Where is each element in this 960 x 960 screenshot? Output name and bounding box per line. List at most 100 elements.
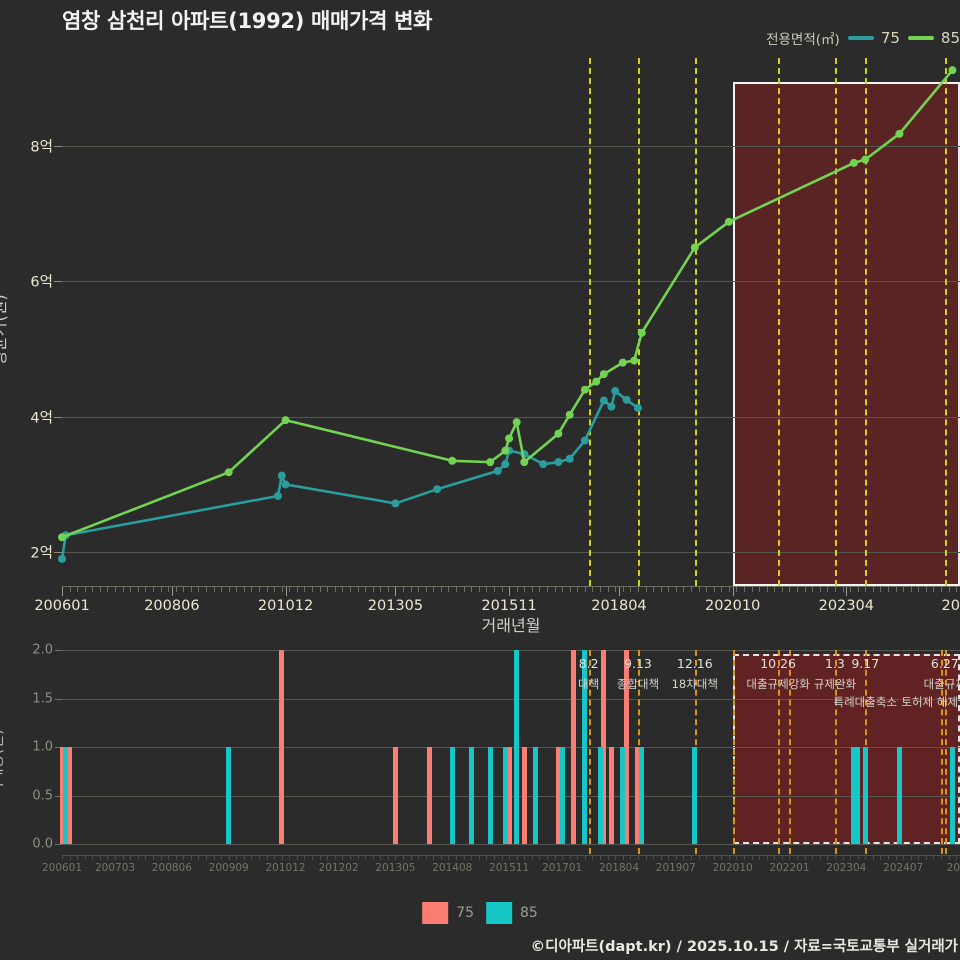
price-point-85[interactable]: [501, 446, 510, 455]
volume-bar-75[interactable]: [571, 650, 577, 844]
price-x-minor-tick: [205, 587, 207, 592]
price-point-85[interactable]: [895, 129, 904, 138]
volume-bar-75[interactable]: [59, 747, 65, 844]
volume-bar-85[interactable]: [862, 747, 868, 844]
volume-x-minor-tick: [365, 856, 367, 860]
price-x-minor-tick: [554, 587, 556, 592]
price-point-75[interactable]: [580, 436, 589, 445]
price-point-75[interactable]: [433, 485, 442, 494]
price-point-75[interactable]: [607, 402, 616, 411]
price-point-85[interactable]: [599, 370, 608, 379]
volume-x-tick-label: 201202: [318, 862, 359, 874]
volume-bar-85[interactable]: [487, 747, 493, 844]
price-point-75[interactable]: [58, 554, 66, 563]
price-point-85[interactable]: [849, 158, 858, 167]
price-point-75[interactable]: [622, 395, 631, 404]
volume-bar-75[interactable]: [521, 747, 527, 844]
price-point-85[interactable]: [724, 217, 733, 226]
price-x-minor-tick: [766, 587, 768, 592]
price-point-75[interactable]: [611, 387, 620, 396]
volume-bar-75[interactable]: [608, 747, 614, 844]
volume-bar-85[interactable]: [851, 747, 857, 844]
volume-bar-85[interactable]: [597, 747, 603, 844]
volume-bar-85[interactable]: [514, 650, 520, 844]
price-x-minor-tick: [539, 587, 541, 592]
price-x-minor-tick: [918, 587, 920, 592]
volume-bar-85[interactable]: [468, 747, 474, 844]
volume-x-minor-tick: [152, 856, 154, 860]
volume-y-tick-label: 1.5: [32, 691, 53, 706]
legend-item-75[interactable]: 75: [847, 29, 900, 47]
price-point-75[interactable]: [554, 458, 563, 467]
price-point-85[interactable]: [618, 358, 627, 367]
volume-x-minor-tick: [592, 856, 594, 860]
volume-x-minor-tick: [357, 856, 359, 860]
price-point-75[interactable]: [501, 460, 510, 469]
price-point-85[interactable]: [554, 429, 563, 438]
volume-bar-85[interactable]: [896, 747, 902, 844]
volume-bar-85[interactable]: [855, 747, 861, 844]
legend-item-85[interactable]: 85: [907, 29, 960, 47]
price-gridline: [62, 146, 960, 147]
price-point-85[interactable]: [861, 155, 870, 164]
price-point-85[interactable]: [580, 385, 589, 394]
price-point-85[interactable]: [592, 377, 601, 386]
price-point-75[interactable]: [277, 471, 286, 480]
price-point-85[interactable]: [690, 243, 699, 252]
volume-bar-75[interactable]: [279, 650, 285, 844]
price-point-85[interactable]: [630, 356, 639, 365]
volume-bar-85[interactable]: [582, 650, 588, 844]
price-point-75[interactable]: [633, 403, 642, 412]
price-point-75[interactable]: [391, 499, 400, 508]
price-point-85[interactable]: [281, 416, 290, 425]
volume-bar-85[interactable]: [533, 747, 539, 844]
price-point-85[interactable]: [948, 66, 957, 75]
volume-bar-85[interactable]: [949, 747, 955, 844]
price-point-75[interactable]: [599, 396, 608, 405]
volume-bar-75[interactable]: [555, 747, 561, 844]
price-point-75[interactable]: [565, 454, 574, 463]
volume-bar-85[interactable]: [559, 747, 565, 844]
volume-bar-85[interactable]: [639, 747, 645, 844]
volume-bar-75[interactable]: [506, 747, 512, 844]
price-point-75[interactable]: [539, 460, 548, 469]
price-x-minor-tick: [562, 587, 564, 592]
price-point-85[interactable]: [565, 410, 574, 419]
price-y-tick-label: 6억: [30, 274, 53, 291]
volume-x-minor-tick: [554, 856, 556, 860]
volume-annotation-date: 6.27: [930, 656, 959, 671]
volume-bar-75[interactable]: [624, 650, 630, 844]
volume-legend-item-75[interactable]: 75: [422, 902, 474, 924]
volume-annotation-date: 8.2: [578, 656, 599, 671]
volume-bar-75[interactable]: [601, 650, 607, 844]
price-point-85[interactable]: [58, 533, 66, 542]
price-point-75[interactable]: [281, 480, 290, 489]
volume-bar-75[interactable]: [427, 747, 433, 844]
volume-x-minor-tick: [834, 856, 836, 860]
legend-swatch-85: [907, 36, 934, 40]
price-point-85[interactable]: [512, 418, 521, 427]
price-point-85[interactable]: [486, 458, 495, 467]
volume-x-minor-tick: [463, 856, 465, 860]
price-point-85[interactable]: [224, 468, 233, 477]
price-point-85[interactable]: [520, 458, 529, 467]
volume-bar-85[interactable]: [226, 747, 232, 844]
volume-bar-75[interactable]: [635, 747, 641, 844]
volume-legend-item-85[interactable]: 85: [486, 902, 538, 924]
price-point-75[interactable]: [273, 491, 282, 500]
volume-bar-85[interactable]: [449, 747, 455, 844]
price-point-75[interactable]: [493, 466, 502, 475]
volume-policy-vline: [834, 650, 837, 854]
volume-bar-75[interactable]: [67, 747, 73, 844]
price-point-85[interactable]: [505, 434, 514, 443]
price-point-85[interactable]: [448, 456, 457, 465]
volume-policy-vline: [944, 650, 947, 854]
volume-bar-75[interactable]: [392, 747, 398, 844]
volume-bar-85[interactable]: [692, 747, 698, 844]
volume-x-minor-tick: [221, 856, 223, 860]
volume-bar-85[interactable]: [502, 747, 508, 844]
volume-bar-85[interactable]: [620, 747, 626, 844]
volume-bar-85[interactable]: [63, 747, 69, 844]
volume-x-minor-tick: [62, 856, 63, 860]
price-point-85[interactable]: [637, 328, 646, 337]
